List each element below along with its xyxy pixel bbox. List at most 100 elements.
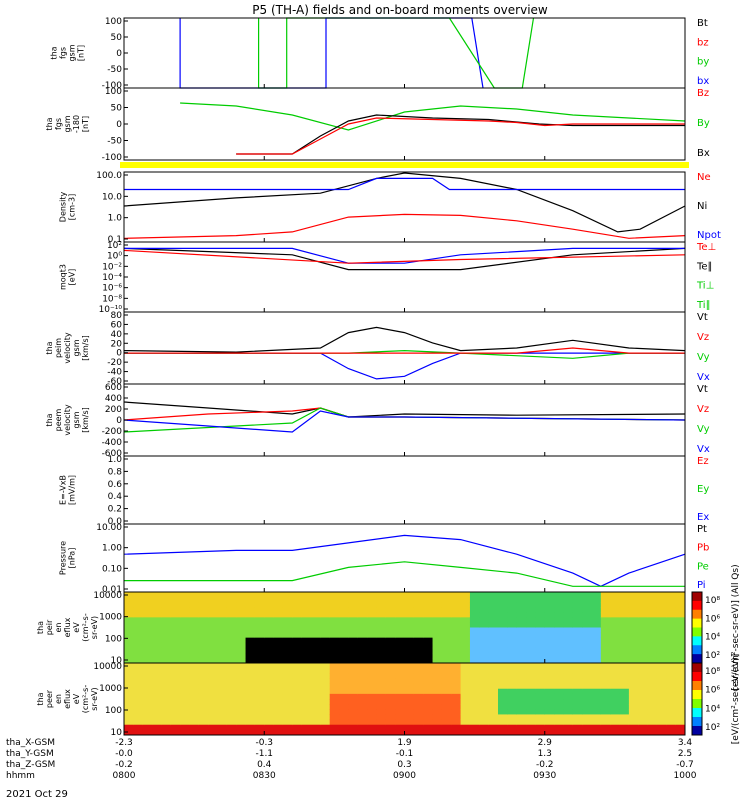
heatmap-cell: [292, 592, 303, 598]
heatmap-cell: [582, 678, 592, 685]
heatmap-cell: [236, 657, 247, 664]
heatmap-cell: [152, 704, 162, 710]
heatmap-cell: [469, 714, 480, 721]
heatmap-cell: [208, 637, 218, 644]
colorbar-tick: 10²: [705, 651, 720, 661]
heatmap-cell: [301, 602, 312, 608]
heatmap-cell: [488, 719, 499, 726]
heatmap-cell: [600, 688, 611, 695]
heatmap-cell: [423, 729, 434, 736]
heatmap-cell: [339, 647, 349, 654]
heatmap-cell: [124, 704, 134, 710]
heatmap-cell: [282, 683, 293, 690]
y-tick-label: 0.01: [102, 585, 122, 595]
heatmap-cell: [507, 729, 518, 736]
heatmap-cell: [656, 673, 667, 679]
heatmap-cell: [507, 647, 518, 654]
heatmap-cell: [320, 704, 331, 710]
heatmap-cell: [638, 668, 649, 674]
heatmap-cell: [526, 622, 536, 628]
heatmap-cell: [301, 632, 312, 639]
heatmap-cell: [395, 678, 405, 685]
heatmap-cell: [469, 622, 480, 628]
heatmap-cell: [507, 719, 518, 726]
heatmap-cell: [441, 673, 452, 679]
heatmap-cell: [264, 709, 275, 715]
heatmap-cell: [161, 719, 172, 726]
heatmap-cell: [544, 642, 555, 649]
heatmap-cell: [254, 724, 265, 731]
heatmap-cell: [348, 678, 359, 685]
heatmap-cell: [675, 714, 686, 721]
heatmap-cell: [526, 704, 536, 710]
heatmap-cell: [507, 632, 518, 639]
heatmap-cell: [460, 673, 471, 679]
heatmap-cell: [208, 663, 218, 669]
heatmap-cell: [572, 699, 583, 705]
heatmap-cell: [404, 673, 415, 679]
heatmap-cell: [675, 729, 686, 736]
heatmap-cell: [516, 709, 527, 715]
heatmap-cell: [245, 663, 256, 669]
y-tick-label: -50: [107, 137, 122, 147]
heatmap-cell: [236, 627, 247, 634]
heatmap-cell: [441, 668, 452, 674]
heatmap-cell: [498, 673, 508, 679]
heatmap-cell: [610, 602, 621, 608]
heatmap-cell: [254, 617, 265, 623]
heatmap-cell: [311, 699, 321, 705]
heatmap-cell: [554, 632, 564, 639]
heatmap-cell: [638, 683, 649, 690]
heatmap-cell: [535, 627, 546, 634]
heatmap-cell: [161, 647, 172, 654]
heatmap-cell: [460, 602, 471, 608]
heatmap-cell: [619, 642, 630, 649]
heatmap-cell: [666, 724, 677, 731]
heatmap-cell: [329, 617, 340, 623]
legend-bz: bz: [697, 37, 709, 48]
heatmap-cell: [413, 688, 424, 695]
heatmap-cell: [357, 622, 368, 628]
heatmap-cell: [180, 668, 190, 674]
heatmap-cell: [273, 678, 284, 685]
heatmap-cell: [170, 607, 181, 613]
heatmap-cell: [610, 719, 621, 726]
heatmap-cell: [460, 729, 471, 736]
heatmap-cell: [367, 597, 377, 603]
heatmap-cell: [133, 678, 144, 685]
heatmap-cell: [469, 724, 480, 731]
heatmap-cell: [507, 622, 518, 628]
heatmap-cell: [311, 704, 321, 710]
heatmap-cell: [554, 714, 564, 721]
heatmap-cell: [479, 647, 490, 654]
heatmap-cell: [282, 612, 293, 618]
heatmap-cell: [161, 673, 172, 679]
heatmap-cell: [124, 709, 134, 715]
heatmap-cell: [385, 637, 396, 644]
heatmap-cell: [180, 683, 190, 690]
heatmap-cell: [198, 632, 209, 639]
heatmap-cell: [273, 647, 284, 654]
heatmap-cell: [208, 607, 218, 613]
heatmap-cell: [638, 592, 649, 598]
heatmap-cell: [152, 627, 162, 634]
heatmap-cell: [198, 627, 209, 634]
heatmap-cell: [498, 714, 508, 721]
heatmap-cell: [152, 709, 162, 715]
heatmap-cell: [254, 647, 265, 654]
series-line-Vt: [123, 326, 686, 353]
heatmap-cell: [264, 647, 275, 654]
heatmap-cell: [320, 683, 331, 690]
heatmap-cell: [161, 597, 172, 603]
heatmap-cell: [226, 617, 237, 623]
heatmap-cell: [367, 622, 377, 628]
heatmap-cell: [582, 642, 592, 649]
heatmap-cell: [348, 657, 359, 664]
y-tick-label: -200: [102, 427, 123, 437]
heatmap-cell: [666, 632, 677, 639]
colorbar-frame: [691, 662, 703, 736]
heatmap-cell: [273, 617, 284, 623]
y-tick-label: 10.00: [96, 523, 122, 533]
heatmap-cell: [563, 642, 574, 649]
heatmap-cell: [666, 602, 677, 608]
